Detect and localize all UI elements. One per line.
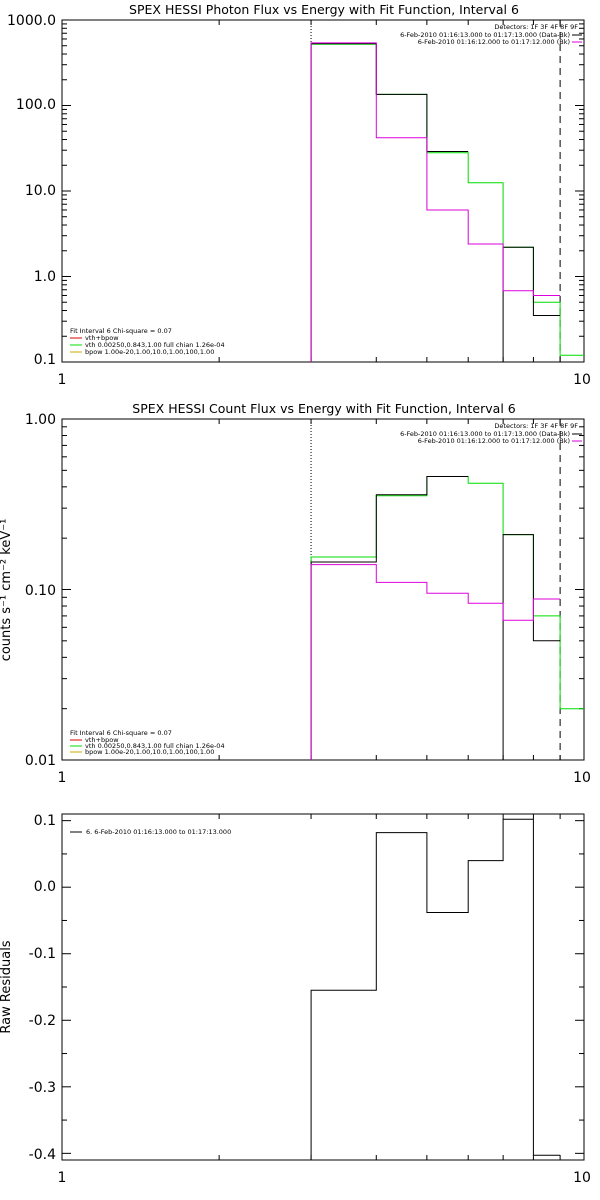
photon-flux-plot-frame bbox=[61, 19, 585, 363]
count-flux-data-marks bbox=[310, 419, 584, 760]
photon-flux-title: SPEX HESSI Photon Flux vs Energy with Fi… bbox=[129, 2, 519, 17]
residuals-ytick-label: -0.2 bbox=[29, 1013, 56, 1029]
legend-item: vth+bpow bbox=[85, 736, 119, 744]
legend-bk-interval: 6-Feb-2010 01:16:12.000 to 01:17:12.000 … bbox=[418, 437, 570, 445]
legend-bk-interval: 6-Feb-2010 01:16:12.000 to 01:17:12.000 … bbox=[418, 38, 570, 46]
count-flux-ylabel: counts s⁻¹ cm⁻² keV⁻¹ bbox=[0, 519, 14, 662]
legend-item: vth 0.00250,0.843,1.00 full chian 1.26e-… bbox=[85, 341, 225, 349]
legend-item: bpow 1.00e-20,1.00,10.0,1.00,100,1.00 bbox=[85, 348, 214, 356]
count-flux-ytick-label: 0.10 bbox=[25, 583, 56, 599]
residuals-ytick-label: -0.1 bbox=[29, 946, 56, 962]
residuals-data-marks bbox=[310, 818, 561, 1160]
residuals-ytick-label: 0.0 bbox=[34, 879, 56, 895]
photon-flux-ytick-label: 0.1 bbox=[34, 352, 56, 368]
count-flux-plot-frame bbox=[61, 418, 585, 761]
residuals-ytick-label: 0.1 bbox=[34, 813, 56, 829]
legend-data-interval: 6-Feb-2010 01:16:13.000 to 01:17:13.000 … bbox=[400, 430, 570, 438]
count-flux-legend-bottom: Fit Interval 6 Chi-square = 0.07 vth+bpo… bbox=[70, 729, 225, 756]
photon-flux-ytick-label: 100.0 bbox=[16, 97, 56, 113]
photon-flux-xtick-label: 10 bbox=[573, 372, 591, 388]
count-flux-ytick-label: 1.00 bbox=[25, 412, 56, 428]
count-flux-xtick-label: 10 bbox=[573, 770, 591, 786]
legend-item: vth+bpow bbox=[85, 334, 119, 342]
residuals-tick-marks bbox=[61, 814, 585, 1160]
legend-item: vth 0.00250,0.843,1.00 full chian 1.26e-… bbox=[85, 742, 225, 750]
count-flux-legend-top: Detectors: 1F 3F 4F 8F 9F 6-Feb-2010 01:… bbox=[400, 422, 582, 445]
series-model_total-step-line bbox=[310, 476, 584, 760]
legend-detectors: Detectors: 1F 3F 4F 8F 9F bbox=[494, 422, 578, 430]
legend-item: bpow 1.00e-20,1.00,10.0,1.00,100,1.00 bbox=[85, 748, 214, 756]
series-data-step-line bbox=[310, 43, 561, 362]
residuals-xtick-label: 10 bbox=[573, 1170, 591, 1186]
photon-flux-legend-top: Detectors: 1F 3F 4F 8F 9F 6-Feb-2010 01:… bbox=[400, 23, 582, 46]
series-background_spectrum-step-line bbox=[310, 42, 561, 362]
photon-flux-panel: SPEX HESSI Photon Flux vs Energy with Fi… bbox=[7, 2, 591, 388]
residuals-ytick-label: -0.4 bbox=[29, 1147, 56, 1163]
residuals-plot-frame bbox=[61, 813, 585, 1161]
photon-flux-data-marks bbox=[310, 20, 584, 362]
series-data-step-line bbox=[310, 476, 561, 760]
legend-fit-header: Fit Interval 6 Chi-square = 0.07 bbox=[70, 729, 172, 737]
residuals-panel: 0.1 0.0 -0.1 -0.2 -0.3 -0.4 1 10 Raw Res… bbox=[0, 813, 591, 1186]
residuals-legend: 6. 6-Feb-2010 01:16:13.000 to 01:17:13.0… bbox=[70, 828, 231, 836]
residuals-ytick-label: -0.3 bbox=[29, 1080, 56, 1096]
count-flux-panel: SPEX HESSI Count Flux vs Energy with Fit… bbox=[0, 401, 591, 786]
residuals-xtick-label: 1 bbox=[58, 1170, 67, 1186]
count-flux-tick-marks bbox=[61, 418, 585, 761]
legend-residual-interval: 6. 6-Feb-2010 01:16:13.000 to 01:17:13.0… bbox=[86, 828, 231, 836]
legend-fit-header: Fit Interval 6 Chi-square = 0.07 bbox=[70, 327, 172, 335]
count-flux-title: SPEX HESSI Count Flux vs Energy with Fit… bbox=[132, 401, 515, 416]
count-flux-xtick-label: 1 bbox=[58, 770, 67, 786]
series-data-step-line bbox=[310, 818, 561, 1160]
photon-flux-ytick-label: 10.0 bbox=[25, 183, 56, 199]
count-flux-ytick-label: 0.01 bbox=[25, 753, 56, 769]
series-background_spectrum-step-line bbox=[310, 564, 561, 760]
photon-flux-ytick-label: 1.0 bbox=[34, 269, 56, 285]
photon-flux-ytick-label: 1000.0 bbox=[7, 13, 56, 29]
series-model_total-step-line bbox=[310, 43, 584, 362]
photon-flux-legend-bottom: Fit Interval 6 Chi-square = 0.07 vth+bpo… bbox=[70, 327, 225, 356]
photon-flux-xtick-label: 1 bbox=[58, 372, 67, 388]
photon-flux-tick-marks bbox=[61, 19, 585, 363]
legend-detectors: Detectors: 1F 3F 4F 8F 9F bbox=[494, 23, 578, 31]
residuals-ylabel: Raw Residuals bbox=[0, 940, 14, 1033]
legend-data-interval: 6-Feb-2010 01:16:13.000 to 01:17:13.000 … bbox=[400, 31, 570, 39]
